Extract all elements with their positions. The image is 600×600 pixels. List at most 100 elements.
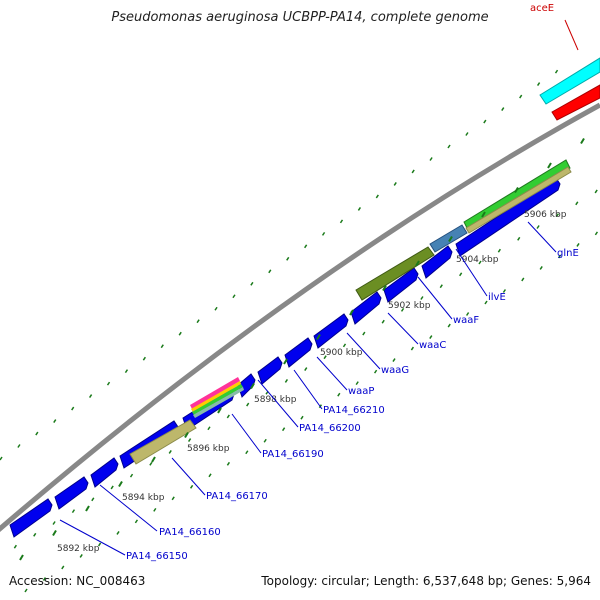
ring-dot [429, 335, 433, 339]
ring-dot [355, 381, 359, 386]
ring-dot [411, 169, 415, 174]
ring-dot [400, 307, 405, 312]
gene-multi-3 [192, 384, 243, 415]
kbp-tick [349, 309, 354, 316]
kbp-tick [415, 260, 420, 267]
ring-dot [517, 236, 521, 241]
kbp-tick [382, 284, 387, 292]
gene-blue [284, 337, 313, 368]
ring-dot [555, 213, 560, 218]
outer-dot-rings [0, 69, 599, 593]
ring-dot [134, 519, 139, 524]
ring-dot [557, 254, 562, 259]
kbp-tick [19, 554, 24, 561]
ring-dot [0, 456, 3, 461]
ring-dot [447, 144, 451, 149]
kbp-tick [217, 407, 222, 414]
leader-66200 [257, 379, 299, 428]
ring-dot [304, 367, 308, 371]
leader-66170 [171, 457, 206, 496]
ring-dot [196, 319, 200, 324]
kbp-tick [580, 137, 585, 145]
ring-dot [478, 260, 482, 265]
ring-dot [160, 344, 164, 349]
ring-dot [124, 369, 129, 374]
gene-labels: PA14_66150 PA14_66160 PA14_66170 PA14_66… [126, 248, 579, 562]
ring-dot [187, 438, 192, 443]
ring-dot [250, 281, 254, 286]
gene-label-glne: glnE [557, 248, 579, 259]
ring-dot [300, 415, 304, 420]
ring-dot [594, 231, 599, 236]
ring-dot [149, 461, 153, 466]
ring-dot [142, 356, 146, 361]
tick-label-5904: 5904 kbp [456, 255, 499, 265]
tick-label-5896: 5896 kbp [187, 444, 230, 454]
kbp-tick [184, 431, 189, 439]
leader-waaf [417, 276, 453, 320]
ring-dot [263, 438, 267, 443]
ring-dot [502, 289, 507, 293]
kbp-tick [316, 333, 321, 341]
kbp-tick [514, 186, 519, 194]
ring-dot [61, 565, 65, 570]
feature-genes [129, 159, 572, 465]
leader-66160 [99, 484, 158, 532]
leader-waac [387, 312, 419, 345]
ring-dot [594, 189, 598, 194]
gene-label-66170: PA14_66170 [206, 491, 268, 502]
ring-dot [497, 248, 501, 253]
ring-dot [24, 588, 28, 593]
kbp-tick [448, 235, 453, 243]
ring-dot [373, 369, 378, 374]
ring-dot [554, 69, 559, 74]
ring-dot [381, 319, 385, 324]
leader-waap [316, 356, 348, 391]
ring-dot [342, 343, 347, 348]
accession-label: Accession: NC_008463 [9, 574, 146, 588]
leader-66150 [59, 519, 126, 556]
tick-label-5902: 5902 kbp [388, 301, 431, 311]
ring-dot [323, 355, 327, 360]
ring-dot [116, 530, 120, 535]
ring-dot [393, 182, 397, 186]
genome-backbone [0, 102, 600, 533]
ring-dot [214, 306, 218, 311]
ring-dot [392, 358, 396, 363]
gene-leader-lines [59, 221, 557, 556]
ring-dot [178, 331, 182, 336]
ring-dot [97, 542, 102, 547]
gene-label-66190: PA14_66190 [262, 449, 324, 460]
kbp-tick [118, 480, 123, 488]
leader-glne [527, 221, 557, 253]
ring-dot [420, 296, 424, 300]
ring-dot [459, 272, 463, 277]
ring-dot [439, 284, 443, 289]
ring-dot [357, 206, 362, 211]
tick-label-5894: 5894 kbp [122, 493, 165, 503]
gene-label-66200: PA14_66200 [299, 423, 361, 434]
ring-dot [483, 119, 487, 124]
gene-label-ilve: ilvE [488, 292, 506, 303]
ring-dot [246, 402, 250, 407]
gene-blue [313, 313, 349, 349]
gene-blue [90, 457, 119, 488]
gene-ilve [429, 224, 468, 253]
kbp-tick [283, 358, 288, 365]
ring-dot [484, 300, 488, 305]
kbp-tick [151, 456, 156, 463]
gene-label-waaf: waaF [453, 315, 479, 326]
gene-multi-2 [191, 381, 241, 412]
ring-dot [79, 554, 83, 558]
acee-leader-line [564, 19, 579, 51]
ring-dot [429, 157, 433, 161]
ring-dot [501, 107, 505, 111]
kbp-ticks [19, 137, 585, 561]
ring-dot [245, 450, 249, 455]
ring-dot [575, 201, 579, 206]
ring-dot [71, 509, 76, 514]
ring-dot [13, 544, 17, 549]
ring-dot [17, 444, 21, 448]
ring-dot [337, 392, 341, 397]
